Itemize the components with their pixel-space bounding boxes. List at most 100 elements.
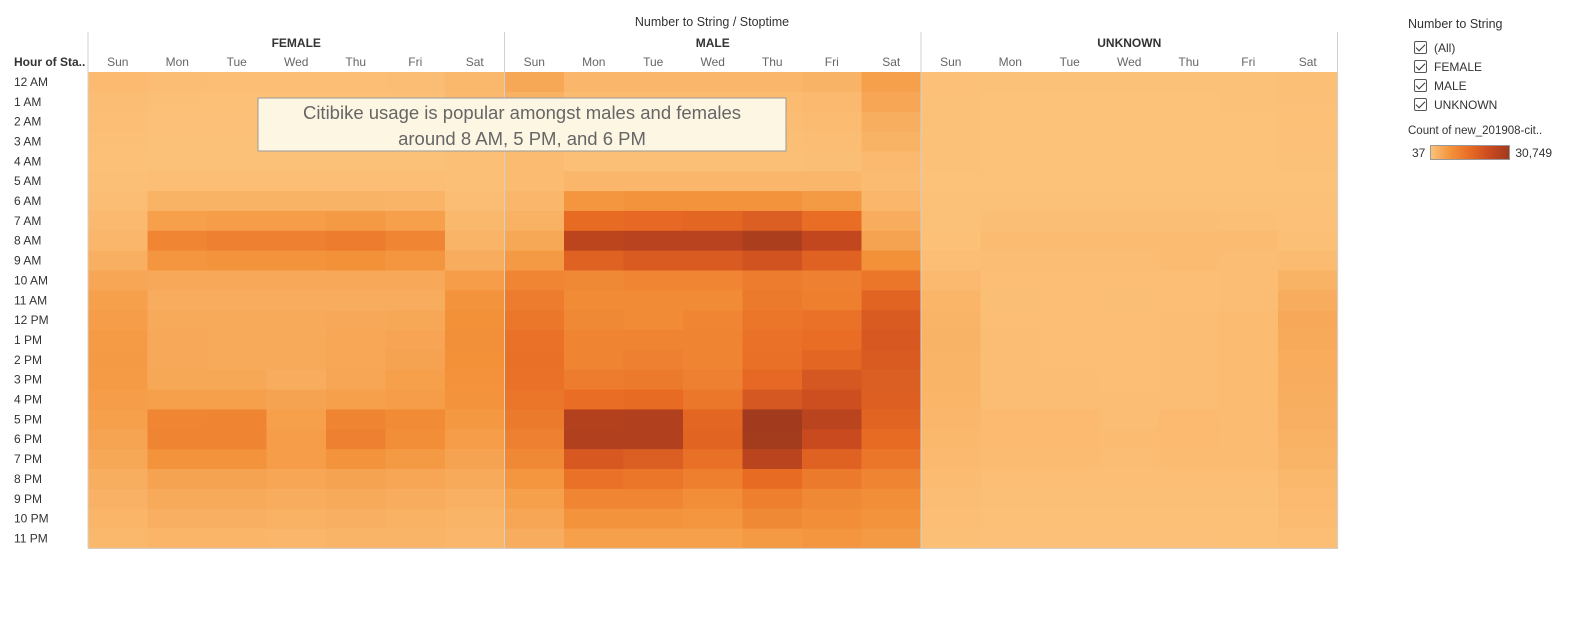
heatmap-cell[interactable] — [504, 290, 565, 311]
heatmap-cell[interactable] — [742, 290, 803, 311]
heatmap-cell[interactable] — [861, 508, 922, 530]
heatmap-cell[interactable] — [88, 91, 149, 113]
heatmap-cell[interactable] — [1040, 250, 1101, 272]
heatmap-cell[interactable] — [385, 508, 446, 530]
heatmap-cell[interactable] — [385, 230, 446, 252]
heatmap-cell[interactable] — [742, 528, 803, 549]
heatmap-cell[interactable] — [1099, 429, 1160, 450]
heatmap-cell[interactable] — [207, 389, 268, 411]
heatmap-cell[interactable] — [1159, 409, 1220, 430]
heatmap-cell[interactable] — [88, 488, 149, 510]
filter-item-all[interactable]: (All) — [1414, 38, 1497, 57]
heatmap-cell[interactable] — [147, 310, 208, 331]
heatmap-cell[interactable] — [1040, 171, 1101, 192]
heatmap-cell[interactable] — [1159, 429, 1220, 450]
heatmap-cell[interactable] — [266, 210, 327, 232]
heatmap-cell[interactable] — [266, 151, 327, 172]
heatmap-cell[interactable] — [980, 111, 1041, 133]
heatmap-cell[interactable] — [921, 449, 982, 470]
heatmap-cell[interactable] — [1159, 151, 1220, 172]
heatmap-cell[interactable] — [1218, 151, 1279, 172]
heatmap-cell[interactable] — [921, 488, 982, 510]
heatmap-cell[interactable] — [1099, 508, 1160, 530]
heatmap-cell[interactable] — [504, 409, 565, 430]
heatmap-cell[interactable] — [1159, 389, 1220, 411]
heatmap-cell[interactable] — [1278, 508, 1339, 530]
heatmap-cell[interactable] — [1278, 389, 1339, 411]
heatmap-cell[interactable] — [385, 171, 446, 192]
heatmap-cell[interactable] — [623, 210, 684, 232]
heatmap-cell[interactable] — [742, 369, 803, 391]
heatmap-cell[interactable] — [1159, 250, 1220, 272]
heatmap-cell[interactable] — [326, 230, 387, 252]
heatmap-cell[interactable] — [385, 349, 446, 371]
heatmap-cell[interactable] — [1040, 290, 1101, 311]
heatmap-cell[interactable] — [980, 131, 1041, 152]
heatmap-cell[interactable] — [1040, 330, 1101, 351]
heatmap-cell[interactable] — [504, 191, 565, 212]
heatmap-cell[interactable] — [1278, 151, 1339, 172]
heatmap-cell[interactable] — [147, 131, 208, 152]
heatmap-cell[interactable] — [802, 449, 863, 470]
heatmap-cell[interactable] — [980, 72, 1041, 93]
heatmap-cell[interactable] — [921, 469, 982, 490]
heatmap-cell[interactable] — [623, 528, 684, 549]
heatmap-cell[interactable] — [1159, 469, 1220, 490]
heatmap-cell[interactable] — [623, 151, 684, 172]
heatmap-cell[interactable] — [861, 528, 922, 549]
heatmap-cell[interactable] — [326, 171, 387, 192]
heatmap-cell[interactable] — [921, 91, 982, 113]
heatmap-cell[interactable] — [88, 469, 149, 490]
heatmap-cell[interactable] — [861, 210, 922, 232]
heatmap-cell[interactable] — [1278, 270, 1339, 291]
heatmap-cell[interactable] — [147, 369, 208, 391]
heatmap-cell[interactable] — [1278, 131, 1339, 152]
heatmap-cell[interactable] — [683, 72, 744, 93]
heatmap-cell[interactable] — [683, 250, 744, 272]
heatmap-cell[interactable] — [147, 528, 208, 549]
heatmap-cell[interactable] — [1040, 429, 1101, 450]
heatmap-cell[interactable] — [980, 429, 1041, 450]
heatmap-cell[interactable] — [266, 429, 327, 450]
heatmap-cell[interactable] — [623, 349, 684, 371]
heatmap-cell[interactable] — [683, 528, 744, 549]
heatmap-cell[interactable] — [326, 469, 387, 490]
heatmap-cell[interactable] — [742, 230, 803, 252]
heatmap-cell[interactable] — [147, 72, 208, 93]
heatmap-cell[interactable] — [445, 469, 506, 490]
heatmap-cell[interactable] — [980, 230, 1041, 252]
heatmap-cell[interactable] — [1040, 349, 1101, 371]
heatmap-cell[interactable] — [266, 369, 327, 391]
heatmap-cell[interactable] — [861, 290, 922, 311]
heatmap-cell[interactable] — [1278, 528, 1339, 549]
heatmap-cell[interactable] — [207, 508, 268, 530]
heatmap-cell[interactable] — [683, 429, 744, 450]
heatmap-cell[interactable] — [1159, 131, 1220, 152]
heatmap-cell[interactable] — [742, 389, 803, 411]
heatmap-cell[interactable] — [1159, 171, 1220, 192]
heatmap-cell[interactable] — [1278, 230, 1339, 252]
heatmap-cell[interactable] — [445, 230, 506, 252]
checkbox-checked-icon[interactable] — [1414, 41, 1427, 54]
heatmap-cell[interactable] — [266, 389, 327, 411]
heatmap-cell[interactable] — [742, 310, 803, 331]
checkbox-checked-icon[interactable] — [1414, 60, 1427, 73]
heatmap-cell[interactable] — [1278, 290, 1339, 311]
heatmap-cell[interactable] — [742, 449, 803, 470]
heatmap-cell[interactable] — [1278, 349, 1339, 371]
heatmap-cell[interactable] — [802, 151, 863, 172]
heatmap-cell[interactable] — [1099, 111, 1160, 133]
heatmap-cell[interactable] — [1278, 250, 1339, 272]
heatmap-cell[interactable] — [1040, 488, 1101, 510]
heatmap-cell[interactable] — [326, 270, 387, 291]
heatmap-cell[interactable] — [1040, 528, 1101, 549]
heatmap-cell[interactable] — [1040, 230, 1101, 252]
heatmap-cell[interactable] — [921, 151, 982, 172]
heatmap-cell[interactable] — [623, 488, 684, 510]
heatmap-cell[interactable] — [504, 330, 565, 351]
heatmap-cell[interactable] — [564, 290, 625, 311]
heatmap-cell[interactable] — [207, 349, 268, 371]
heatmap-cell[interactable] — [266, 349, 327, 371]
heatmap-cell[interactable] — [564, 151, 625, 172]
heatmap-cell[interactable] — [207, 250, 268, 272]
